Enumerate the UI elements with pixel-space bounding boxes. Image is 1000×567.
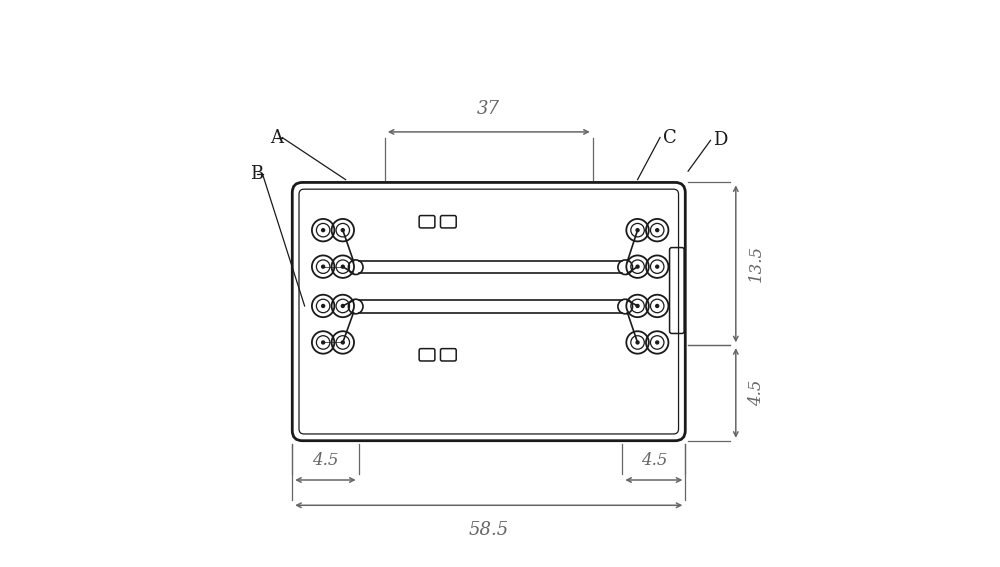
- Circle shape: [341, 265, 344, 268]
- Circle shape: [636, 265, 639, 268]
- Circle shape: [322, 265, 325, 268]
- Circle shape: [341, 304, 344, 307]
- Circle shape: [636, 229, 639, 232]
- Circle shape: [341, 341, 344, 344]
- Circle shape: [656, 341, 659, 344]
- Text: 4.5: 4.5: [641, 452, 667, 469]
- Circle shape: [636, 341, 639, 344]
- Text: 4.5: 4.5: [312, 452, 339, 469]
- Text: 58.5: 58.5: [469, 521, 509, 539]
- Text: D: D: [713, 132, 728, 149]
- Circle shape: [341, 229, 344, 232]
- Circle shape: [636, 304, 639, 307]
- Circle shape: [656, 304, 659, 307]
- Circle shape: [322, 304, 325, 307]
- Text: C: C: [663, 129, 677, 146]
- Circle shape: [656, 229, 659, 232]
- Text: 37: 37: [477, 100, 500, 118]
- Text: B: B: [250, 165, 263, 183]
- Text: 13.5: 13.5: [748, 246, 765, 282]
- Circle shape: [322, 229, 325, 232]
- Text: A: A: [270, 129, 283, 146]
- Circle shape: [322, 341, 325, 344]
- Circle shape: [656, 265, 659, 268]
- Text: 4.5: 4.5: [748, 380, 765, 406]
